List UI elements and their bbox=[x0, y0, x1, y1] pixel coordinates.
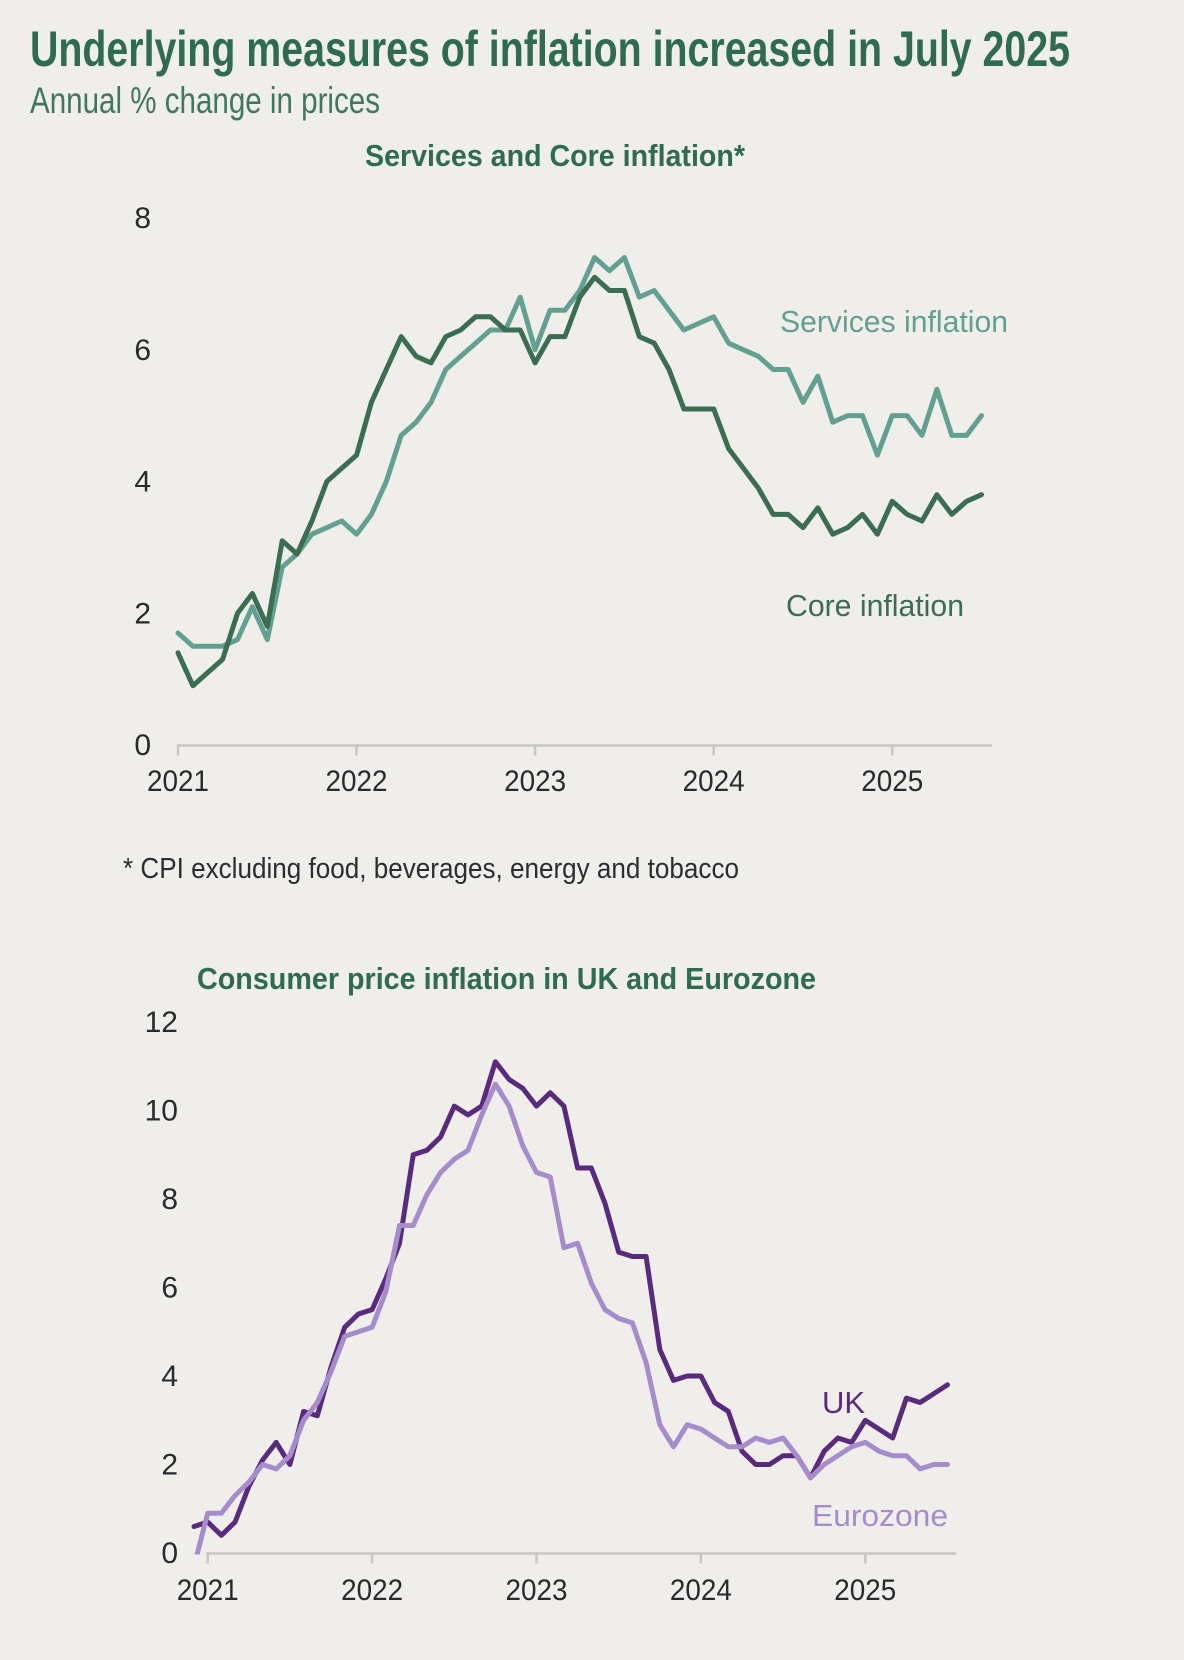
x-tick-label: 2022 bbox=[326, 765, 388, 798]
y-tick-label: 4 bbox=[134, 466, 151, 499]
x-tick-label: 2024 bbox=[683, 765, 745, 798]
chart1-title: Services and Core inflation* bbox=[365, 138, 746, 173]
y-tick-label: 10 bbox=[145, 1095, 178, 1128]
x-tick-label: 2023 bbox=[504, 765, 566, 798]
x-tick-label: 2025 bbox=[834, 1574, 896, 1607]
series-line-services-inflation bbox=[175, 255, 984, 649]
series-line-uk bbox=[191, 1059, 950, 1538]
x-tick-label: 2023 bbox=[506, 1574, 568, 1607]
chart2-title: Consumer price inflation in UK and Euroz… bbox=[197, 961, 816, 996]
series-label-eurozone: Eurozone bbox=[812, 1498, 948, 1533]
x-tick-label: 2024 bbox=[670, 1574, 732, 1607]
chart-uk-eurozone: 2021 2022 2023 2024 2025 0 2 4 6 8 10 12 UK Eurozone bbox=[145, 1006, 956, 1607]
y-tick-label: 2 bbox=[134, 597, 151, 630]
series-label-uk: UK bbox=[822, 1385, 865, 1420]
chart-services-core: 2021 2022 2023 2024 2025 0 2 4 6 8 Services inflat… bbox=[134, 202, 1008, 798]
x-tick-label: 2022 bbox=[341, 1574, 403, 1607]
y-tick-label: 12 bbox=[145, 1006, 178, 1039]
series-label-core-inflation: Core inflation bbox=[786, 588, 964, 623]
series-label-services-inflation: Services inflation bbox=[780, 304, 1008, 339]
series-lines bbox=[175, 255, 984, 689]
y-tick-label: 0 bbox=[134, 729, 151, 762]
x-tick-label: 2021 bbox=[177, 1574, 239, 1607]
series-lines bbox=[191, 1059, 950, 1555]
y-tick-label: 6 bbox=[161, 1272, 178, 1305]
y-tick-label: 4 bbox=[161, 1360, 178, 1393]
y-tick-label: 0 bbox=[161, 1537, 178, 1570]
series-line-eurozone bbox=[194, 1081, 950, 1555]
series-line-core-inflation bbox=[175, 274, 984, 689]
x-tick-label: 2021 bbox=[147, 765, 209, 798]
y-tick-label: 2 bbox=[161, 1449, 178, 1482]
y-tick-label: 8 bbox=[161, 1183, 178, 1216]
x-tick-label: 2025 bbox=[861, 765, 923, 798]
y-tick-label: 6 bbox=[134, 334, 151, 367]
footnote: * CPI excluding food, beverages, energy … bbox=[123, 853, 739, 885]
page-subtitle: Annual % change in prices bbox=[30, 80, 380, 121]
page-title: Underlying measures of inflation increas… bbox=[30, 21, 1070, 77]
y-tick-label: 8 bbox=[134, 202, 151, 235]
